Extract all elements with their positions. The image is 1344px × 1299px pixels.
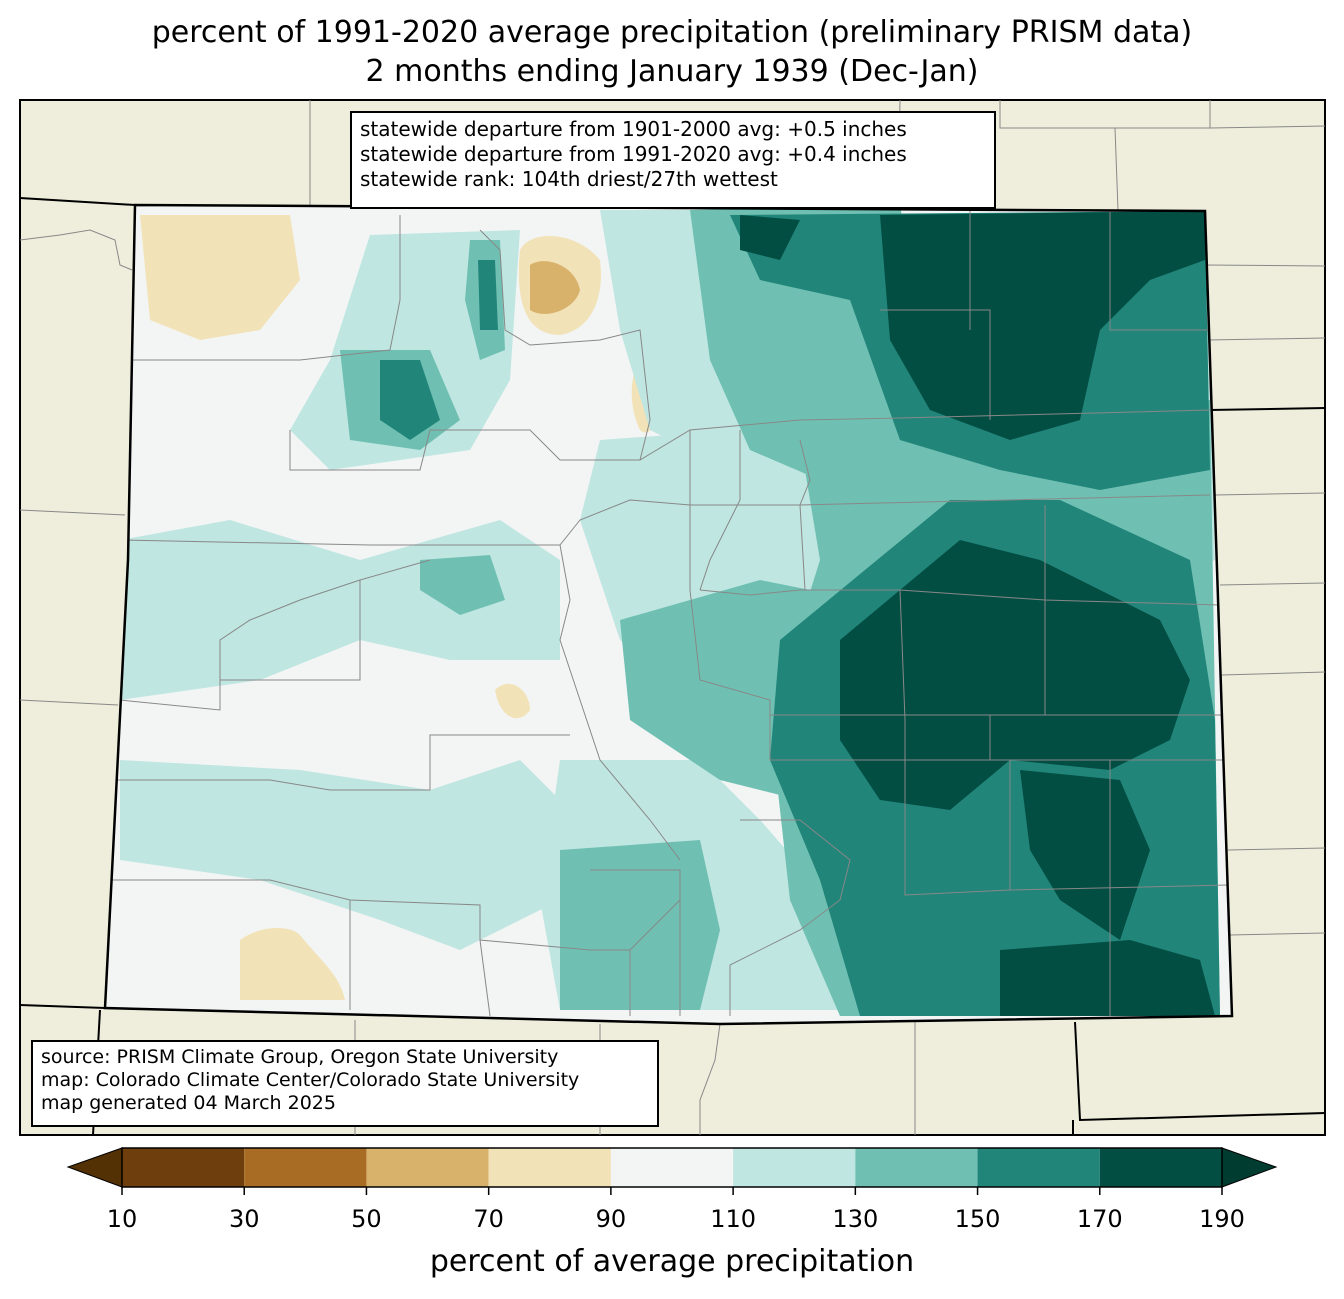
- colorbar-under-arrow: [66, 1147, 123, 1188]
- stats-line2: statewide departure from 1991-2020 avg: …: [360, 142, 907, 166]
- colorbar-cell: [610, 1148, 734, 1187]
- map-title-line2: 2 months ending January 1939 (Dec-Jan): [365, 54, 979, 89]
- colorbar-cell: [488, 1148, 611, 1187]
- colorbar-tick-label: 30: [228, 1205, 260, 1233]
- source-box: source: PRISM Climate Group, Oregon Stat…: [31, 1040, 659, 1127]
- colorbar-cell: [855, 1148, 978, 1187]
- source-line1: source: PRISM Climate Group, Oregon Stat…: [41, 1046, 559, 1068]
- statewide-stats-box: statewide departure from 1901-2000 avg: …: [350, 111, 996, 209]
- colorbar-cell: [1099, 1148, 1222, 1187]
- source-line3: map generated 04 March 2025: [41, 1092, 336, 1114]
- colorbar-tick-label: 10: [106, 1205, 138, 1233]
- colorbar-tick-label: 50: [351, 1205, 382, 1233]
- colorbar-tick-label: 130: [832, 1205, 879, 1233]
- source-line2: map: Colorado Climate Center/Colorado St…: [41, 1069, 580, 1091]
- colorbar-cell: [977, 1148, 1100, 1187]
- colorbar-over-arrow: [1221, 1147, 1278, 1188]
- colorbar-tick-label: 90: [595, 1205, 627, 1233]
- colorbar: [66, 1147, 1278, 1188]
- colorbar-tick-label: 70: [473, 1205, 504, 1233]
- stats-line1: statewide departure from 1901-2000 avg: …: [360, 117, 907, 141]
- colorbar-tick-label: 110: [710, 1205, 757, 1233]
- colorado-precip-field: [105, 205, 1232, 1024]
- colorbar-cell: [733, 1148, 856, 1187]
- colorbar-cell: [366, 1148, 489, 1187]
- county-borders: [105, 211, 1231, 1017]
- colorbar-cell: [122, 1148, 245, 1187]
- colorbar-label: percent of average precipitation: [429, 1244, 915, 1279]
- colorbar-tick-label: 170: [1076, 1205, 1123, 1233]
- map-title-line1: percent of 1991-2020 average precipitati…: [151, 15, 1193, 50]
- stats-line3: statewide rank: 104th driest/27th wettes…: [360, 167, 778, 191]
- colorbar-cell: [244, 1148, 367, 1187]
- colorado-border: [103, 203, 1234, 1026]
- colorbar-tick-label: 190: [1199, 1205, 1245, 1233]
- colorbar-tick-label: 150: [954, 1205, 1001, 1233]
